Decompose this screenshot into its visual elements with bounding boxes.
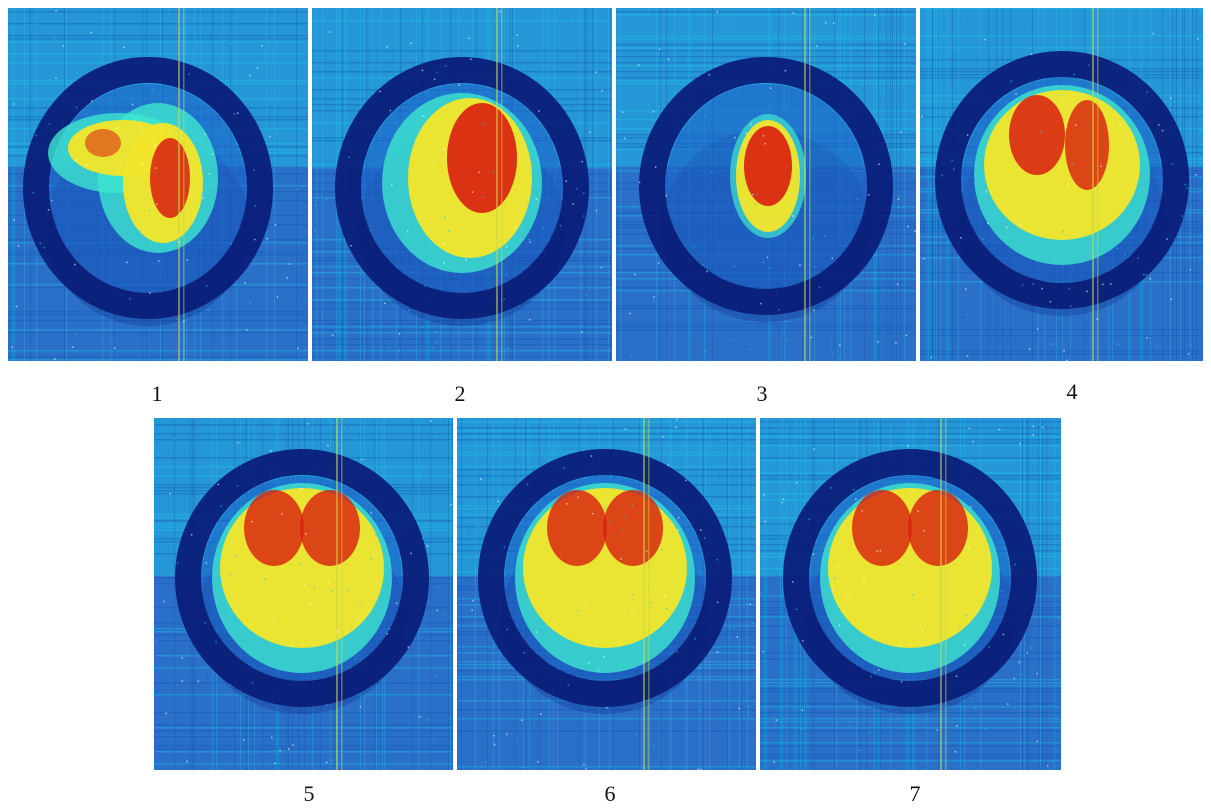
panel-2 — [312, 8, 612, 361]
panel-label-1: 1 — [151, 381, 163, 406]
panel-label-6: 6 — [604, 781, 616, 806]
heatmap-image-5 — [154, 418, 453, 770]
panel-label-7: 7 — [909, 781, 921, 806]
heatmap-image-7 — [760, 418, 1061, 770]
panel-label-2: 2 — [454, 381, 466, 406]
panel-4 — [920, 8, 1203, 361]
heatmap-image-4 — [920, 8, 1203, 361]
panel-6 — [457, 418, 756, 770]
panel-7 — [760, 418, 1061, 770]
heatmap-image-1 — [8, 8, 308, 361]
panel-label-3: 3 — [756, 381, 768, 406]
heatmap-image-3 — [616, 8, 916, 361]
panel-1 — [8, 8, 308, 361]
panel-label-5: 5 — [303, 781, 315, 806]
panel-5 — [154, 418, 453, 770]
panel-3 — [616, 8, 916, 361]
heatmap-image-6 — [457, 418, 756, 770]
panel-label-4: 4 — [1066, 379, 1078, 404]
heatmap-image-2 — [312, 8, 612, 361]
